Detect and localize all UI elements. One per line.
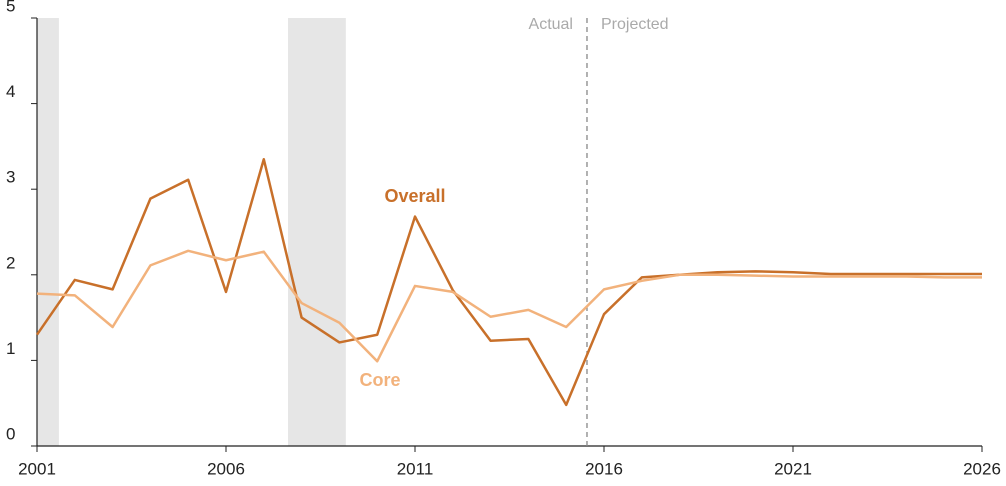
annotation: Projected [601,16,669,33]
recession-shade [287,18,346,446]
y-tick-label: 4 [6,82,15,101]
series-label: Core [359,370,400,390]
x-tick-label: 2011 [397,459,434,478]
y-tick-label: 3 [6,168,15,187]
y-tick-label: 2 [6,253,15,272]
y-tick-label: 0 [6,424,15,443]
x-tick-label: 2006 [207,459,245,478]
x-tick-label: 2021 [774,459,812,478]
x-tick-label: 2001 [18,459,56,478]
y-tick-label: 1 [6,339,15,358]
annotation: Actual [529,16,573,33]
series-label: Overall [384,186,445,206]
x-tick-label: 2026 [963,459,1001,478]
series-line [35,157,982,407]
recession-shade [37,18,59,446]
x-tick-label: 2016 [585,459,623,478]
y-tick-label: 5 [6,0,15,15]
series-line [36,249,982,363]
